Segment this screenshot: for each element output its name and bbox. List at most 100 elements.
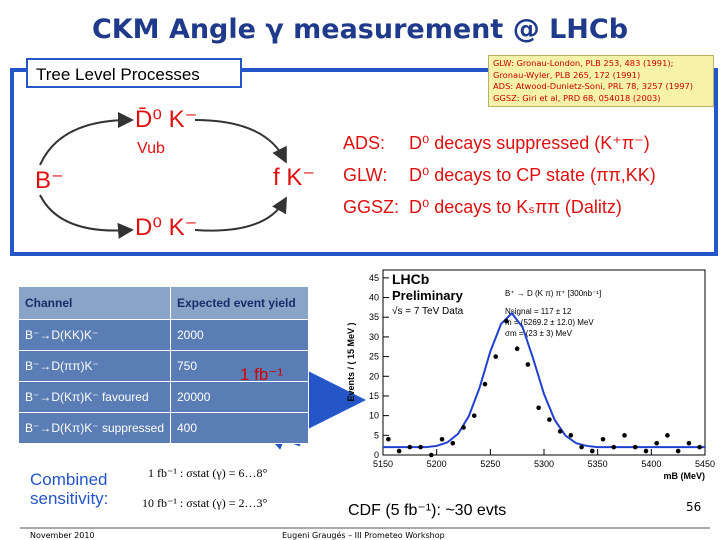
plot-annotation: Nsignal = 117 ± 12: [505, 307, 572, 316]
arrow: [194, 119, 287, 164]
references: GLW: Gronau-London, PLB 253, 483 (1991);…: [488, 55, 714, 107]
arrow: [194, 196, 287, 232]
table-cell: B⁻→D(Kπ)K⁻ suppressed: [18, 412, 171, 444]
plot-annotation: Preliminary: [392, 288, 464, 303]
data-point: [514, 346, 520, 352]
mass-plot: 0 5 10 15 20 25 30 35 40 45 5150 5200 5250 5300 5350 54…: [346, 269, 715, 481]
method-label: ADS:: [343, 133, 386, 153]
plot-annotation: LHCb: [392, 271, 429, 287]
footer-date: November 2010: [30, 531, 95, 540]
page-number: 56: [686, 500, 702, 514]
data-point: [568, 433, 574, 438]
x-tick-label: 5150: [373, 459, 393, 469]
header-cell: Channel: [18, 286, 171, 320]
y-tick-label: 5: [374, 430, 379, 440]
table-cell: 20000: [170, 381, 309, 413]
reference: Gronau-Wyler, PLB 265, 172 (1991): [493, 69, 641, 80]
data-point: [461, 425, 466, 430]
y-tick-label: 20: [369, 371, 379, 381]
method-row: GLW: D⁰ decays to CP state (ππ,KK): [343, 165, 656, 197]
y-tick-label: 45: [369, 273, 379, 283]
plot-annotation: B⁺ → D (K π) π⁺ [300nb⁻¹]: [505, 289, 601, 298]
y-tick-label: 10: [369, 411, 379, 421]
y-tick-label: 15: [369, 391, 379, 401]
header-row: Channel Expected event yield: [18, 286, 309, 320]
cdf-note: CDF (5 fb⁻¹): ~30 evts: [348, 502, 507, 519]
y-tick-label: 0: [374, 450, 379, 460]
plot-annotation: √s = 7 TeV Data: [392, 305, 464, 317]
y-tick-label: 30: [369, 332, 379, 342]
table-cell: B⁻→D(Kπ)K⁻ favoured: [18, 381, 171, 413]
data-point: [536, 405, 541, 411]
header-cell: Expected event yield: [170, 286, 309, 320]
data-point: [439, 436, 445, 442]
data-point: [547, 417, 552, 422]
data-point: [482, 381, 488, 387]
method-text: D⁰ decays to CP state (ππ,KK): [409, 165, 656, 185]
y-axis-title: Events / ( 15 MeV ): [346, 322, 356, 401]
x-tick-label: 5350: [588, 459, 608, 469]
table-row: B⁻→D(Kπ)K⁻ suppressed 400: [18, 412, 309, 444]
data-point: [611, 444, 617, 450]
x-tick-label: 5250: [480, 459, 500, 469]
footer-author: Eugeni Graugés – III Prometeo Workshop: [282, 531, 445, 540]
method-row: ADS: D⁰ decays suppressed (K⁺π⁻): [343, 133, 656, 165]
data-point: [686, 440, 692, 446]
method-label: GLW:: [343, 165, 388, 185]
process-box: [10, 68, 718, 256]
plot-annotation: m = (5269.2 ± 12.0) MeV: [505, 318, 594, 327]
table-cell: 750: [170, 350, 309, 382]
sensitivity-label: Combined sensitivity:: [30, 470, 109, 508]
data-point: [407, 444, 413, 450]
data-point: [525, 362, 531, 367]
x-tick-label: 5450: [695, 459, 715, 469]
slide-title: CKM Angle γ measurement @ LHCb: [91, 14, 629, 45]
arrow: [39, 112, 134, 166]
data-point: [675, 448, 681, 454]
data-point: [590, 448, 595, 454]
reference: GLW: Gronau-London, PLB 253, 483 (1991);: [493, 58, 674, 68]
reference: GGSZ: Giri et al, PRD 68, 054018 (2003): [493, 92, 661, 103]
method-text: D⁰ decays suppressed (K⁺π⁻): [409, 133, 650, 153]
yield-table: Channel Expected event yield B⁻→D(KK)K⁻ 200…: [18, 286, 309, 444]
data-point: [643, 448, 649, 454]
table-row: B⁻→D(KK)K⁻ 2000: [18, 319, 309, 351]
plot-annotation: σm = (23 ± 3) MeV: [505, 329, 573, 338]
x-axis-title: mB (MeV): [663, 471, 705, 481]
data-point: [396, 448, 402, 454]
data-point: [504, 318, 509, 324]
method-text: D⁰ decays to Kₛππ (Dalitz): [409, 197, 622, 217]
data-point: [665, 433, 670, 438]
arrow: [39, 194, 134, 239]
x-tick-label: 5400: [641, 459, 661, 469]
sensitivity-2: 10 fb⁻¹ : σstat (γ) = 2…3°: [142, 496, 268, 510]
y-tick-label: 25: [369, 352, 379, 362]
data-point: [697, 444, 702, 450]
upper-state: D̄⁰ K⁻: [135, 106, 198, 133]
y-tick-label: 35: [369, 312, 379, 322]
data-point: [579, 444, 584, 450]
data-point: [600, 436, 606, 442]
fit-curve: [383, 311, 705, 449]
data-point: [471, 413, 477, 418]
data-point: [418, 444, 423, 450]
sensitivity-1: 1 fb⁻¹ : σstat (γ) = 6…8°: [148, 466, 268, 480]
data-point: [429, 452, 434, 458]
data-point: [450, 440, 456, 446]
vub: Vub: [137, 140, 165, 157]
x-tick-label: 5300: [534, 459, 554, 469]
reference: ADS: Atwood-Dunietz-Soni, PRL 78, 3257 (…: [493, 81, 694, 91]
table-row: B⁻→D(Kπ)K⁻ favoured 20000: [18, 381, 309, 413]
final-state: f K⁻: [273, 164, 316, 191]
table-cell: B⁻→D(ππ)K⁻: [18, 350, 171, 382]
table-cell: 2000: [170, 319, 309, 351]
data-point: [557, 429, 563, 434]
data-point: [622, 433, 627, 438]
data-point: [493, 354, 498, 359]
y-tick-label: 40: [369, 293, 379, 303]
x-tick-label: 5200: [427, 459, 447, 469]
lower-state: D⁰ K⁻: [135, 214, 198, 241]
table-cell: B⁻→D(KK)K⁻: [18, 319, 171, 351]
table-row: B⁻→D(ππ)K⁻ 750: [18, 350, 309, 382]
